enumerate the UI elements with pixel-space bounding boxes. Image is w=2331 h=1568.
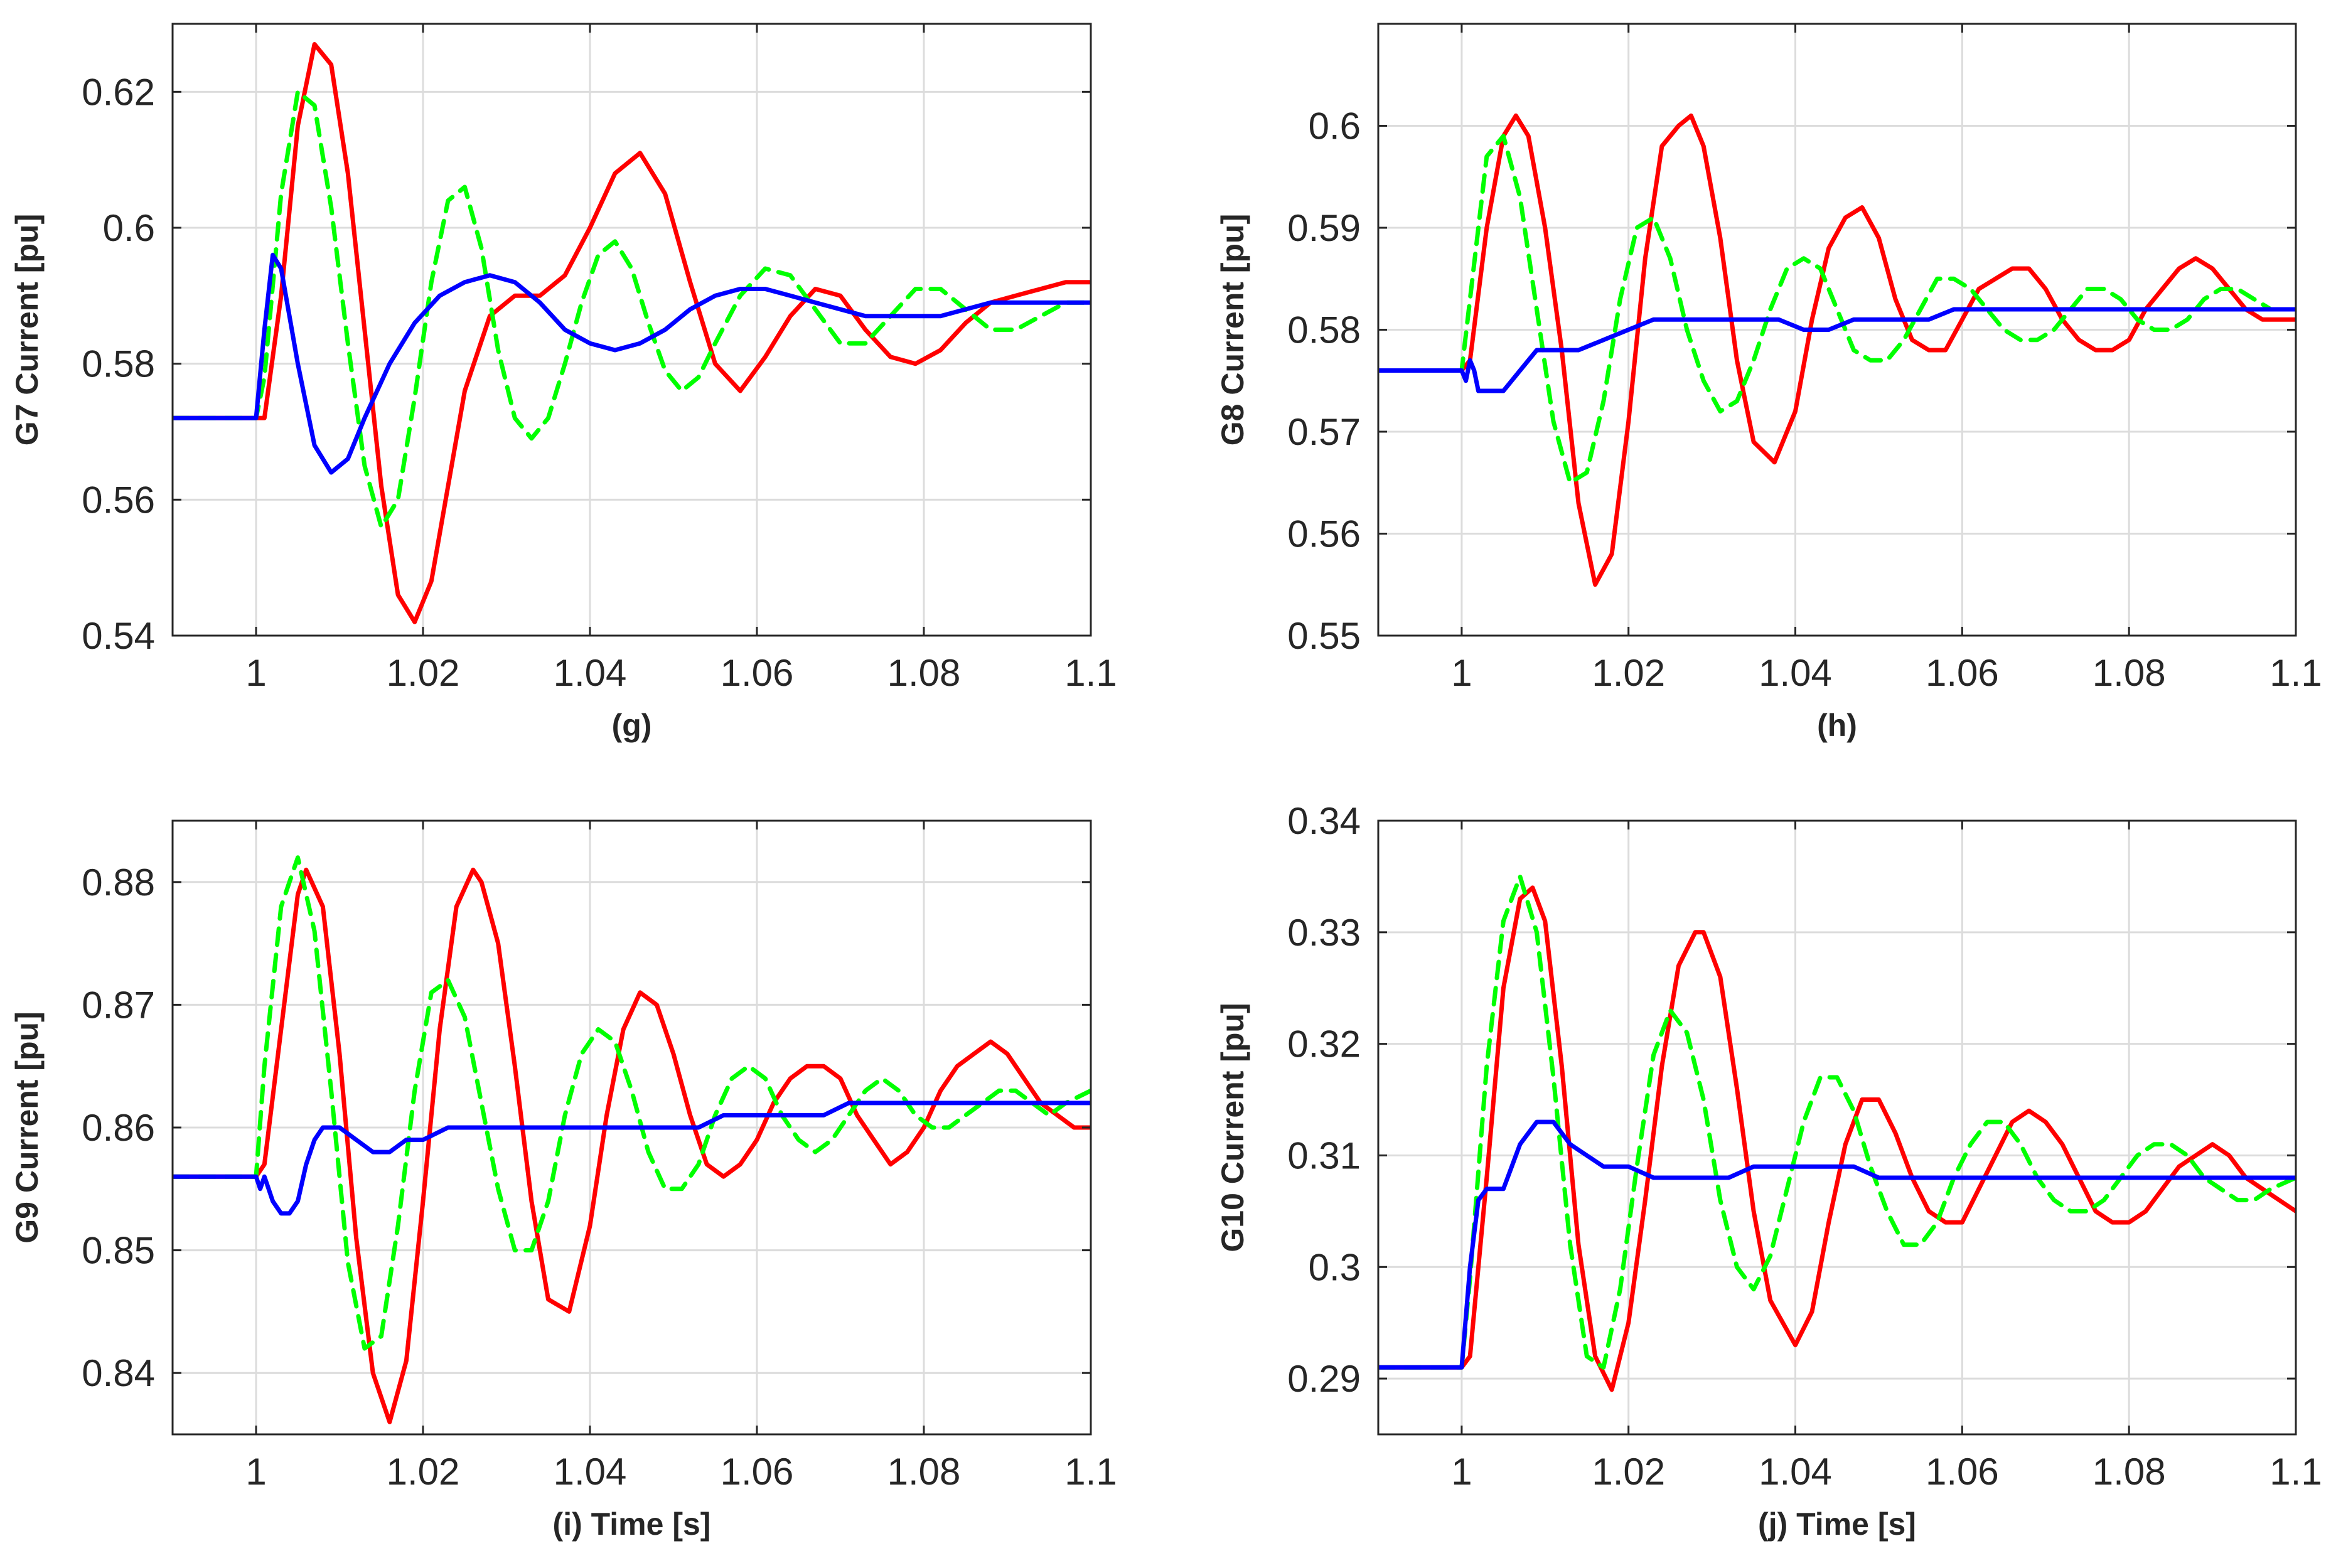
series-red-line [173, 42, 1091, 624]
x-tick-label: 1.04 [1759, 652, 1832, 694]
x-tick-label: 1.04 [1759, 1451, 1832, 1493]
series-blue-line [173, 252, 1091, 475]
x-tick-label: 1.02 [1592, 652, 1665, 694]
y-axis-label: G8 Current [pu] [1215, 214, 1250, 445]
series-green-line [173, 855, 1091, 1351]
x-tick-label: 1.06 [1926, 1451, 1999, 1493]
x-tick-label: 1.02 [387, 652, 460, 694]
x-tick-label: 1.06 [721, 1451, 794, 1493]
series-blue-line [1378, 1119, 2296, 1370]
x-tick-label: 1.06 [1926, 652, 1999, 694]
series-blue-line [173, 1101, 1091, 1216]
x-tick-label: 1.1 [2269, 652, 2322, 694]
series-red-line [1378, 885, 2296, 1392]
x-axis-label: (h) [1817, 708, 1857, 743]
y-tick-label: 0.6 [103, 207, 155, 249]
series-red-line [173, 867, 1091, 1424]
y-tick-label: 0.54 [82, 615, 155, 657]
y-tick-label: 0.6 [1309, 105, 1361, 147]
x-tick-label: 1.1 [1064, 652, 1117, 694]
x-tick-label: 1 [245, 652, 266, 694]
y-axis-label: G7 Current [pu] [9, 214, 45, 445]
y-tick-label: 0.62 [82, 71, 155, 113]
y-tick-label: 0.58 [1287, 309, 1361, 351]
y-tick-label: 0.59 [1287, 207, 1361, 249]
y-tick-label: 0.86 [82, 1107, 155, 1149]
y-tick-label: 0.33 [1287, 912, 1361, 954]
x-tick-label: 1.04 [554, 652, 627, 694]
y-axis-label: G10 Current [pu] [1215, 1003, 1250, 1252]
y-tick-label: 0.55 [1287, 615, 1361, 657]
y-tick-label: 0.56 [82, 479, 155, 521]
y-tick-label: 0.84 [82, 1352, 155, 1394]
y-tick-label: 0.29 [1287, 1358, 1361, 1400]
x-axis-label: (j) Time [s] [1758, 1507, 1916, 1542]
y-tick-label: 0.58 [82, 343, 155, 385]
y-tick-label: 0.32 [1287, 1023, 1361, 1065]
x-tick-label: 1.1 [2269, 1451, 2322, 1493]
panel-j: 1 1.02 1.04 1.06 1.08 1.1 0.29 0.3 0.31 0.32 0.33 0… [1215, 800, 2322, 1542]
x-tick-label: 1.08 [887, 1451, 961, 1493]
y-tick-label: 0.34 [1287, 800, 1361, 842]
series-green-line [173, 89, 1091, 530]
series-green-line [1378, 134, 2296, 485]
axes-frame [1377, 819, 2297, 1436]
series-blue-line [1378, 307, 2296, 393]
panel-i: 1 1.02 1.04 1.06 1.08 1.1 0.84 0.85 0.86 0.87 0.88… [9, 819, 1117, 1542]
y-tick-label: 0.31 [1287, 1134, 1361, 1176]
series-red-line [1378, 113, 2296, 587]
y-tick-label: 0.88 [82, 861, 155, 904]
y-tick-label: 0.85 [82, 1230, 155, 1272]
y-tick-label: 0.57 [1287, 411, 1361, 453]
x-tick-label: 1.02 [1592, 1451, 1665, 1493]
x-tick-label: 1.08 [2093, 652, 2166, 694]
y-tick-label: 0.87 [82, 984, 155, 1026]
x-axis-label: (i) Time [s] [553, 1507, 711, 1542]
y-tick-label: 0.56 [1287, 513, 1361, 555]
x-tick-label: 1 [1451, 652, 1472, 694]
x-tick-label: 1.1 [1064, 1451, 1117, 1493]
x-axis-label: (g) [612, 708, 652, 743]
series-green-line [1378, 874, 2296, 1370]
y-axis-label: G9 Current [pu] [9, 1011, 45, 1243]
panel-h: 1 1.02 1.04 1.06 1.08 1.1 0.55 0.56 0.57 0.58 0.59… [1215, 23, 2322, 743]
x-tick-label: 1 [245, 1451, 266, 1493]
x-tick-label: 1.08 [887, 652, 961, 694]
axes-frame [171, 23, 1092, 637]
x-tick-label: 1 [1451, 1451, 1472, 1493]
x-tick-label: 1.02 [387, 1451, 460, 1493]
x-tick-label: 1.04 [554, 1451, 627, 1493]
x-tick-label: 1.06 [721, 652, 794, 694]
y-tick-label: 0.3 [1309, 1246, 1361, 1288]
x-tick-label: 1.08 [2093, 1451, 2166, 1493]
panel-g: 1 1.02 1.04 1.06 1.08 1.1 0.54 0.56 0.58 0.6 0.62 (… [9, 23, 1117, 743]
